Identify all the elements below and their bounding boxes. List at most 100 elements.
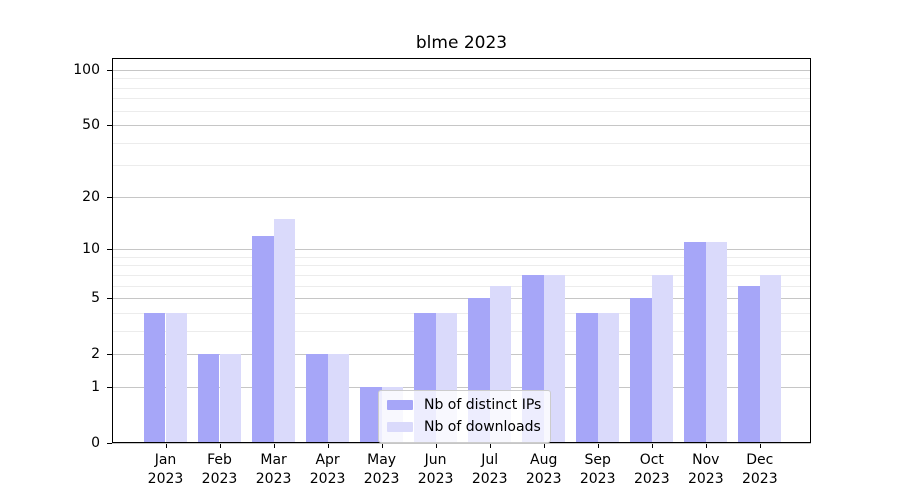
x-tick-month: Aug: [530, 452, 558, 468]
x-tick-label: Jan 2023: [134, 451, 198, 489]
minor-gridline: [112, 256, 811, 258]
x-tick-month: Sep: [584, 452, 611, 468]
chart-title: blme 2023: [415, 33, 508, 53]
bar-distinct-ips-apr: [306, 354, 328, 443]
major-gridline: [112, 69, 811, 71]
y-tick-label: 10: [82, 241, 100, 258]
major-gridline: [112, 443, 811, 444]
x-tick-month: Mar: [260, 452, 287, 468]
bar-distinct-ips-may: [360, 387, 382, 443]
minor-gridline: [112, 330, 811, 332]
x-tick-year: 2023: [471, 471, 508, 487]
legend-label-distinct-ips: Nb of distinct IPs: [424, 397, 542, 413]
x-tick-label: Apr 2023: [296, 451, 360, 489]
x-tick-mark: [651, 443, 653, 448]
minor-gridline: [112, 142, 811, 144]
bar-downloads-sep: [597, 312, 620, 443]
bar-downloads-nov: [705, 242, 728, 443]
y-tick-mark: [107, 196, 112, 198]
bar-downloads-apr: [327, 354, 350, 443]
minor-gridline: [112, 285, 811, 287]
y-tick-label: 100: [73, 61, 100, 78]
x-tick-mark: [165, 443, 167, 448]
x-tick-mark: [327, 443, 329, 448]
bar-distinct-ips-dec: [738, 285, 760, 443]
major-gridline: [112, 387, 811, 388]
x-tick-mark: [597, 443, 599, 448]
x-tick-month: Jan: [154, 452, 177, 468]
x-tick-month: May: [367, 452, 397, 468]
x-tick-label: May 2023: [350, 451, 414, 489]
x-tick-year: 2023: [309, 471, 346, 487]
x-tick-month: Dec: [746, 452, 774, 468]
legend-swatch-distinct-ips: [387, 400, 413, 410]
major-gridline: [112, 196, 811, 198]
bar-distinct-ips-feb: [197, 354, 220, 443]
major-gridline: [112, 354, 811, 356]
legend-label-downloads: Nb of downloads: [424, 419, 541, 435]
y-tick-label: 20: [82, 188, 100, 205]
x-tick-year: 2023: [579, 471, 616, 487]
y-tick-mark: [107, 443, 112, 444]
y-tick-mark: [107, 249, 112, 251]
x-tick-mark: [435, 443, 437, 448]
y-tick-mark: [107, 298, 112, 300]
minor-gridline: [112, 98, 811, 100]
major-gridline: [112, 125, 811, 127]
x-tick-month: Nov: [692, 452, 720, 468]
x-tick-mark: [273, 443, 275, 448]
legend: Nb of distinct IPs Nb of downloads: [378, 390, 552, 443]
plot-area: [112, 58, 811, 444]
bar-distinct-ips-nov: [684, 242, 706, 443]
x-tick-month: Apr: [315, 452, 340, 468]
minor-gridline: [112, 274, 811, 276]
x-tick-year: 2023: [147, 471, 184, 487]
x-tick-label: Nov 2023: [674, 451, 738, 489]
x-tick-year: 2023: [255, 471, 292, 487]
bar-downloads-feb: [219, 354, 242, 443]
x-tick-year: 2023: [525, 471, 562, 487]
x-tick-label: Mar 2023: [242, 451, 306, 489]
y-tick-mark: [107, 69, 112, 71]
y-tick-label: 1: [91, 379, 100, 395]
bar-downloads-oct: [651, 274, 674, 443]
y-tick-label: 2: [91, 346, 100, 363]
minor-gridline: [112, 165, 811, 167]
bar-distinct-ips-sep: [576, 312, 598, 443]
y-tick-label: 50: [82, 117, 100, 134]
y-tick-mark: [107, 387, 112, 388]
x-tick-mark: [489, 443, 491, 448]
bar-distinct-ips-oct: [630, 298, 652, 443]
minor-gridline: [112, 265, 811, 267]
bar-downloads-mar: [273, 218, 296, 443]
x-tick-label: Oct 2023: [620, 451, 684, 489]
y-tick-label: 5: [91, 290, 100, 307]
major-gridline: [112, 249, 811, 251]
x-tick-label: Aug 2023: [512, 451, 576, 489]
legend-entry-distinct-ips: Nb of distinct IPs: [387, 395, 541, 415]
bar-downloads-jan: [165, 312, 188, 443]
x-tick-label: Jul 2023: [458, 451, 522, 489]
y-tick-label: 0: [91, 435, 100, 451]
bar-distinct-ips-mar: [252, 235, 274, 443]
legend-swatch-downloads: [387, 422, 413, 432]
x-tick-year: 2023: [741, 471, 778, 487]
x-tick-label: Sep 2023: [566, 451, 630, 489]
x-tick-label: Feb 2023: [188, 451, 252, 489]
x-tick-month: Oct: [639, 452, 664, 468]
x-tick-mark: [219, 443, 221, 448]
y-tick-mark: [107, 354, 112, 356]
legend-entry-downloads: Nb of downloads: [387, 417, 541, 437]
x-tick-mark: [543, 443, 545, 448]
minor-gridline: [112, 312, 811, 314]
x-tick-year: 2023: [417, 471, 454, 487]
x-tick-mark: [381, 443, 383, 448]
x-tick-label: Jun 2023: [404, 451, 468, 489]
major-gridline: [112, 298, 811, 300]
x-tick-year: 2023: [201, 471, 238, 487]
x-tick-mark: [759, 443, 761, 448]
x-tick-year: 2023: [363, 471, 400, 487]
x-tick-month: Feb: [207, 452, 232, 468]
minor-gridline: [112, 78, 811, 80]
